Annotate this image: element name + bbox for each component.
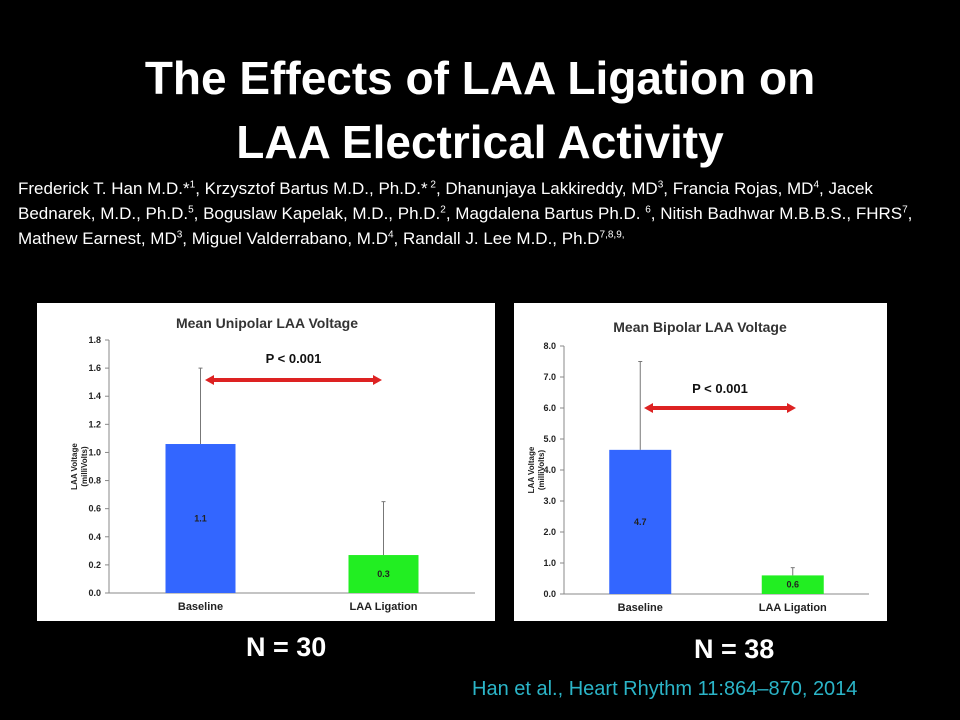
y-tick-label: 0.0 — [543, 589, 556, 599]
y-tick-label: 0.6 — [88, 504, 101, 514]
arrow-head-right-icon — [787, 403, 796, 413]
y-tick-label: 1.0 — [88, 447, 101, 457]
author-name: Nitish Badhwar M.B.B.S., FHRS — [660, 204, 903, 223]
author-name: Mathew Earnest, MD — [18, 229, 177, 248]
author-affiliation: 2 — [427, 179, 436, 191]
author-affiliation: 3 — [657, 179, 664, 191]
slide-title-line2: LAA Electrical Activity — [236, 116, 724, 168]
y-tick-label: 1.6 — [88, 363, 101, 373]
y-tick-label: 5.0 — [543, 434, 556, 444]
bar-ligation — [761, 575, 824, 594]
author-name: Dhanunjaya Lakkireddy, MD — [445, 179, 658, 198]
author-name: Randall J. Lee M.D., Ph.D — [403, 229, 600, 248]
y-axis-label-line: LAA Voltage — [70, 443, 79, 490]
chart-panel-bipolar: Mean Bipolar LAA Voltage LAA Voltage(mill… — [514, 303, 887, 621]
author-affiliation: 4 — [813, 179, 820, 191]
author-name: Miguel Valderrabano, M.D — [191, 229, 388, 248]
y-tick-label: 1.2 — [88, 419, 101, 429]
y-tick-label: 0.0 — [88, 588, 101, 598]
bar-ligation — [348, 555, 419, 593]
y-tick-label: 6.0 — [543, 403, 556, 413]
x-tick-label: LAA Ligation — [349, 601, 417, 613]
author-affiliation: 7,8,9, — [599, 229, 625, 241]
y-tick-label: 0.4 — [88, 532, 101, 542]
bipolar-voltage-chart: Mean Bipolar LAA Voltage LAA Voltage(mill… — [527, 319, 869, 614]
p-value-annotation: P < 0.001 — [266, 351, 322, 366]
y-tick-label: 1.0 — [543, 558, 556, 568]
y-tick-label: 3.0 — [543, 496, 556, 506]
arrow-head-left-icon — [644, 403, 653, 413]
y-tick-label: 7.0 — [543, 372, 556, 382]
y-axis-label-line: LAA Voltage — [527, 446, 536, 493]
bar-value-label: 1.1 — [194, 514, 207, 524]
chart-title: Mean Bipolar LAA Voltage — [613, 319, 787, 335]
arrow-head-right-icon — [373, 375, 382, 385]
y-axis-label: LAA Voltage(milliVolts) — [527, 446, 546, 493]
sample-size-right: N = 38 — [694, 634, 775, 664]
author-name: Boguslaw Kapelak, M.D., Ph.D. — [203, 204, 441, 223]
arrow-head-left-icon — [205, 375, 214, 385]
x-tick-label: Baseline — [618, 602, 663, 614]
y-tick-label: 4.0 — [543, 465, 556, 475]
p-value-annotation: P < 0.001 — [692, 381, 748, 396]
y-tick-label: 0.8 — [88, 476, 101, 486]
y-tick-label: 1.4 — [88, 391, 101, 401]
author-list: Frederick T. Han M.D.*1, Krzysztof Bartu… — [18, 179, 913, 248]
sample-size-left: N = 30 — [246, 632, 327, 662]
bar-value-label: 0.3 — [377, 569, 390, 579]
y-tick-label: 8.0 — [543, 341, 556, 351]
slide-title-line1: The Effects of LAA Ligation on — [144, 52, 816, 104]
bar-value-label: 0.6 — [786, 580, 799, 590]
author-affiliation: 3 — [176, 229, 183, 241]
author-affiliation: 2 — [440, 204, 446, 216]
author-name: Magdalena Bartus Ph.D. — [455, 204, 646, 223]
author-affiliation: 1 — [189, 179, 196, 191]
author-name: Francia Rojas, MD — [672, 179, 814, 198]
citation-text: Han et al., Heart Rhythm 11:864–870, 201… — [472, 678, 858, 700]
x-tick-label: Baseline — [178, 601, 223, 613]
author-affiliation: 6 — [645, 204, 651, 216]
x-tick-label: LAA Ligation — [759, 602, 827, 614]
author-name: Jacek Bednarek, M.D., Ph.D. — [18, 179, 873, 223]
bar-baseline — [165, 444, 236, 593]
author-name: Frederick T. Han M.D.* — [18, 179, 190, 198]
y-axis-label: LAA Voltage(milliVolts) — [70, 443, 89, 490]
author-affiliation: 4 — [387, 229, 394, 241]
y-tick-label: 0.2 — [88, 560, 101, 570]
unipolar-voltage-chart: Mean Unipolar LAA Voltage LAA Voltage(mil… — [70, 315, 475, 613]
author-affiliation: 5 — [188, 204, 194, 216]
y-axis-label-line: (milliVolts) — [537, 450, 546, 491]
y-tick-label: 2.0 — [543, 527, 556, 537]
bar-value-label: 4.7 — [634, 517, 647, 527]
bar-baseline — [609, 449, 672, 594]
y-axis-label-line: (milliVolts) — [80, 446, 89, 487]
author-name: Krzysztof Bartus M.D., Ph.D.* — [204, 179, 428, 198]
y-tick-label: 1.8 — [88, 335, 101, 345]
chart-title: Mean Unipolar LAA Voltage — [176, 315, 358, 331]
chart-panel-unipolar: Mean Unipolar LAA Voltage LAA Voltage(mil… — [37, 303, 495, 621]
author-affiliation: 7 — [902, 204, 908, 216]
